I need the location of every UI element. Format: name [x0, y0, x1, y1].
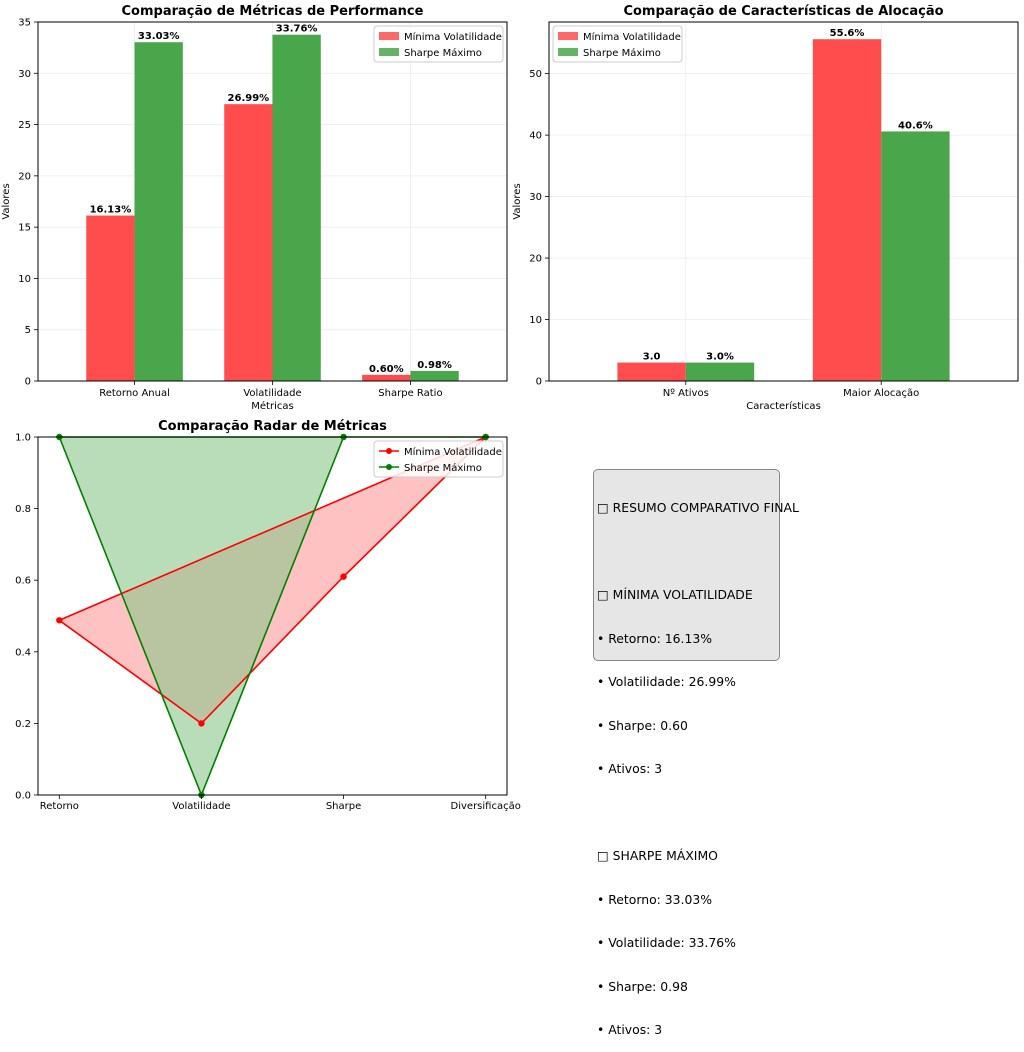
chart1-bar-label: 33.03% — [138, 31, 180, 42]
chart1-bar — [86, 215, 135, 381]
chart2-bar-label: 40.6% — [898, 120, 933, 131]
chart1-xtick-label: Retorno Anual — [99, 388, 170, 399]
chart3-axes-frame — [37, 436, 508, 796]
chart1-bar-label: 0.60% — [369, 364, 404, 375]
summary-line: • Retorno: 16.13% — [597, 630, 713, 646]
chart2-bar-label: 55.6% — [830, 28, 865, 39]
chart3-ytick-label: 0.6 — [15, 576, 31, 587]
chart3-ytick-label: 0.8 — [15, 504, 31, 515]
chart1-ytick-label: 10 — [18, 274, 31, 285]
chart2-bar — [617, 362, 686, 381]
figure: 16.13% 26.99% 0.60% 33.03% 33.76% 0.98% 0 5 10 15… — [1, 4, 1019, 812]
chart2-bar — [881, 131, 950, 381]
chart3-ytick-label: 0.4 — [15, 647, 31, 658]
chart1-ylabel: Valores — [1, 183, 12, 219]
chart2-ytick-label: 10 — [529, 315, 542, 326]
summary-box: □ RESUMO COMPARATIVO FINAL □ MÍNIMA VOLA… — [593, 469, 799, 1037]
chart3-legend-marker — [386, 464, 392, 470]
chart1-ytick-label: 25 — [18, 120, 31, 131]
chart2-legend-swatch — [558, 32, 578, 40]
chart2-ytick-label: 20 — [529, 254, 542, 265]
summary-line: • Retorno: 33.03% — [597, 891, 713, 907]
chart3-xtick-label: Diversificação — [451, 801, 521, 812]
chart3-xtick-label: Retorno — [40, 801, 79, 812]
chart1-bar — [362, 374, 411, 381]
summary-line: • Sharpe: 0.98 — [597, 978, 688, 994]
chart3-legend-label: Mínima Volatilidade — [404, 446, 502, 458]
chart2-ylabel: Valores — [512, 183, 523, 219]
chart3-title: Comparação Radar de Métricas — [158, 419, 387, 434]
chart1-bar — [224, 104, 273, 381]
chart1-ytick-label: 5 — [25, 325, 31, 336]
summary-line: □ SHARPE MÁXIMO — [597, 848, 718, 863]
summary-line: • Volatilidade: 26.99% — [597, 674, 736, 689]
chart1-bar — [134, 42, 183, 381]
chart2-legend-frame — [552, 25, 683, 63]
summary-line: • Ativos: 3 — [597, 761, 663, 776]
chart3-legend-frame — [373, 440, 504, 478]
chart1-legend-swatch — [379, 32, 399, 40]
chart2-title: Comparação de Características de Alocaçã… — [623, 4, 943, 19]
summary-line: • Ativos: 3 — [597, 1022, 663, 1037]
chart2-xtick-label: Nº Ativos — [663, 388, 709, 399]
chart3-ytick-label: 0.0 — [15, 791, 31, 802]
summary-line: □ MÍNIMA VOLATILIDADE — [597, 587, 753, 602]
chart1-bar — [410, 370, 459, 381]
chart3-point — [198, 720, 205, 727]
chart3-xtick-label: Sharpe — [326, 801, 361, 812]
chart1-xtick-label: Sharpe Ratio — [378, 388, 442, 399]
chart3-legend-marker — [386, 448, 392, 454]
chart1-legend-label: Sharpe Máximo — [404, 47, 482, 59]
chart3-ytick-label: 0.2 — [15, 719, 31, 730]
chart2-xlabel: Características — [746, 400, 821, 412]
chart2-xtick-label: Maior Alocação — [843, 388, 919, 399]
chart3-ytick-label: 1.0 — [15, 433, 31, 444]
chart2-ytick-label: 50 — [529, 69, 542, 80]
chart2-bar-label: 3.0 — [643, 352, 661, 363]
chart2-legend-label: Sharpe Máximo — [583, 47, 661, 59]
chart2-axes-frame — [548, 21, 1019, 382]
chart2-bar-label: 3.0% — [706, 352, 734, 363]
chart1-bar-label: 0.98% — [417, 360, 452, 371]
chart1-bar-label: 26.99% — [228, 93, 270, 104]
chart2-legend-swatch — [558, 48, 578, 56]
chart2-ytick-label: 0 — [536, 377, 542, 388]
chart1-bar — [272, 34, 321, 381]
chart3-xtick-label: Volatilidade — [172, 801, 230, 812]
chart2-bar — [812, 39, 882, 381]
chart1-ytick-label: 15 — [18, 223, 31, 234]
chart1-legend-frame — [373, 25, 504, 63]
summary-line: □ RESUMO COMPARATIVO FINAL — [597, 500, 799, 515]
chart3-legend-label: Sharpe Máximo — [404, 462, 482, 474]
chart1-title: Comparação de Métricas de Performance — [122, 4, 424, 19]
chart1-xlabel: Métricas — [251, 400, 293, 412]
chart1-ytick-label: 35 — [18, 18, 31, 29]
chart1-bar-label: 33.76% — [276, 24, 318, 35]
chart3-point — [340, 573, 347, 580]
chart2-legend-label: Mínima Volatilidade — [583, 31, 681, 43]
chart1-ytick-label: 20 — [18, 171, 31, 182]
chart3-point — [56, 617, 63, 624]
summary-line: • Volatilidade: 33.76% — [597, 935, 736, 950]
chart1-legend-label: Mínima Volatilidade — [404, 31, 502, 43]
chart2-bar — [685, 362, 755, 381]
chart1-bar-label: 16.13% — [90, 205, 132, 216]
chart1-ytick-label: 0 — [25, 377, 31, 388]
summary-line — [597, 545, 776, 560]
chart1-xtick-label: Volatilidade — [243, 388, 301, 399]
summary-line: • Sharpe: 0.60 — [597, 717, 688, 733]
chart1-legend-swatch — [379, 48, 399, 56]
chart2-ytick-label: 30 — [529, 192, 542, 203]
chart2-ytick-label: 40 — [529, 131, 542, 142]
chart1-ytick-label: 30 — [18, 69, 31, 80]
